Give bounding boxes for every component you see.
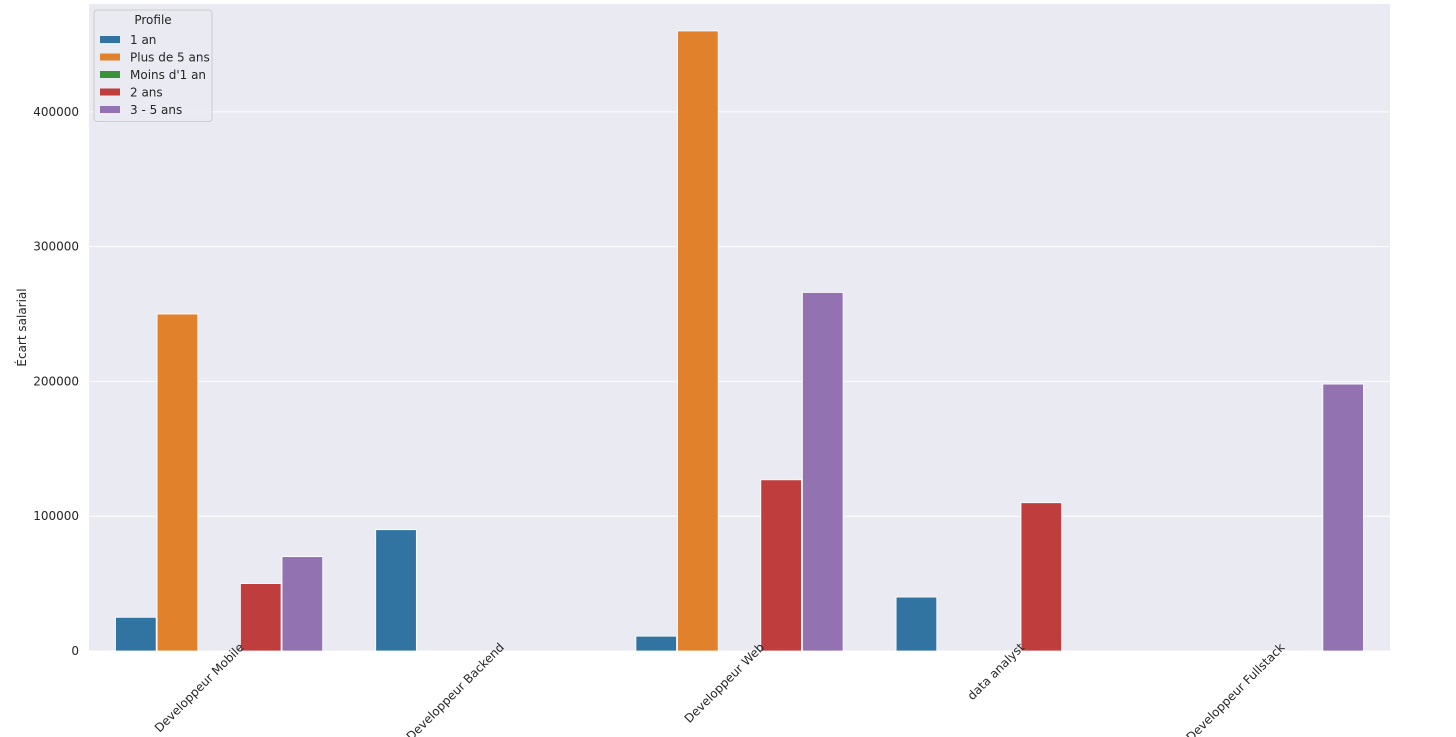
bar	[1322, 383, 1364, 652]
legend-swatch	[100, 106, 120, 113]
bar	[281, 556, 324, 652]
bar	[156, 313, 199, 652]
y-tick-label: 300000	[33, 240, 79, 254]
bar	[802, 292, 844, 652]
x-tick-label: Developpeur Web	[682, 640, 768, 726]
x-tick-label: Developpeur Mobile	[152, 640, 247, 735]
y-tick-label: 0	[71, 644, 79, 658]
y-tick-labels: 0 100000 200000 300000 400000	[33, 105, 79, 658]
bar	[375, 529, 417, 652]
legend-title: Profile	[134, 13, 171, 27]
y-axis-title: Écart salarial	[14, 288, 29, 366]
legend-swatch	[100, 36, 120, 43]
x-tick-label: Developpeur Backend	[404, 640, 507, 737]
legend-label: Moins d'1 an	[130, 68, 206, 82]
bar	[895, 596, 938, 652]
x-tick-label: Developpeur Fullstack	[1183, 640, 1287, 737]
legend-box	[93, 9, 213, 122]
y-tick-label: 400000	[33, 105, 79, 119]
bar	[635, 635, 677, 652]
legend-label: 2 ans	[130, 86, 163, 100]
y-tick-label: 200000	[33, 374, 79, 388]
legend-swatch	[100, 71, 120, 78]
legend-swatch	[100, 53, 120, 61]
bars	[115, 30, 1364, 652]
grid-lines	[89, 111, 1390, 652]
bar	[115, 616, 157, 652]
legend-swatch	[100, 88, 120, 96]
bar	[240, 583, 282, 652]
x-tick-labels: Developpeur Mobile Developpeur Backend Dev…	[152, 640, 1288, 737]
y-tick-label: 100000	[33, 509, 79, 523]
legend-label: 1 an	[130, 33, 156, 47]
bar	[677, 30, 719, 652]
bar	[760, 479, 802, 652]
plot-background	[89, 4, 1390, 651]
legend-label: Plus de 5 ans	[130, 51, 210, 65]
legend-label: 3 - 5 ans	[130, 103, 182, 117]
legend: Profile 1 an Plus de 5 ans Moins d'1 an 2 a…	[93, 9, 213, 122]
bar	[1020, 502, 1063, 652]
